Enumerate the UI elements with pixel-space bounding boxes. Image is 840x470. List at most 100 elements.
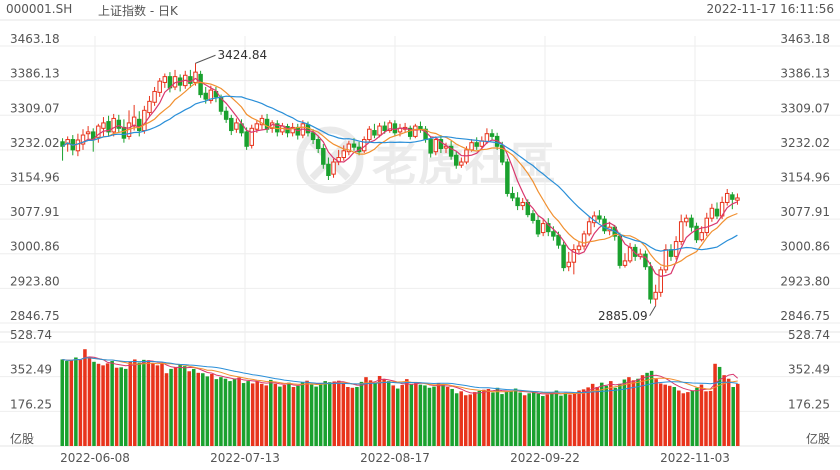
candle-body [198,73,203,96]
candle-body [581,233,587,247]
price-tick-label-right: 3077.91 [780,205,830,219]
volume-bar [604,385,609,446]
volume-bar [332,381,337,446]
volume-tick-label-right: 528.74 [788,328,830,342]
volume-bar [69,360,74,446]
volume-bar [658,383,663,446]
volume-bar [214,379,219,446]
candle-body [147,100,152,114]
candle-body [75,139,81,152]
volume-bar [273,383,278,446]
volume-bar [436,383,441,446]
candle-body [678,221,684,243]
volume-bar [559,395,563,446]
volume-bar [414,383,418,446]
volume-bar [726,378,731,446]
volume-bar [686,392,690,446]
x-tick-label: 2022-09-22 [510,451,580,465]
volume-bar [409,383,414,446]
candle-body [459,161,464,166]
volume-bar [509,390,513,446]
volume-bar [296,385,300,446]
ma10-line [62,81,738,267]
volume-tick-label-right: 176.25 [788,397,830,411]
candle-body [699,232,704,241]
candle-body [684,217,689,223]
annotation-label: 2885.09 [598,309,648,323]
candle-body [571,249,577,263]
volume-bar [654,379,658,446]
volume-bar [386,381,391,446]
volume-bar [142,359,146,446]
volume-tick-label-right: 352.49 [788,363,830,377]
volume-bar [169,368,173,446]
candle-body [500,144,505,163]
price-tick-label-left: 3232.02 [10,136,60,150]
price-tick-label-right: 2923.80 [780,274,830,288]
volume-bar [631,380,636,446]
candle-body [407,127,413,137]
candle-body [515,197,520,207]
volume-bar [482,389,486,446]
ma-lines [62,77,738,278]
candle-body [60,141,65,147]
volume-bar [278,386,282,446]
candle-body [106,121,111,133]
candle-body [484,133,490,143]
candle-body [162,76,168,83]
candle-body [331,161,336,175]
volume-bar [355,386,359,446]
volume-bar [554,390,559,446]
watermark: 老虎社區 [296,126,556,194]
volume-bar [618,383,622,446]
volume-bar [590,383,595,446]
volume-bar [427,387,432,446]
volume-bar [432,386,436,446]
price-tick-label-left: 3463.18 [10,32,60,46]
candle-body [392,123,398,134]
candle-body [689,217,694,228]
volume-bars [60,349,740,446]
candle-body [530,213,536,221]
candle-body [254,123,260,130]
candle-body [377,125,382,136]
volume-bar [128,361,133,446]
volume-bar [572,392,577,446]
volume-bar [146,360,151,446]
volume-bar [400,385,405,446]
price-tick-label-right: 3154.96 [780,171,830,185]
volume-bar [133,359,137,446]
volume-bar [681,393,686,446]
volume-ma20-line [62,357,738,394]
candle-body [418,126,423,130]
volume-bar [137,362,142,446]
candle-body [249,127,254,146]
volume-bar [518,392,522,446]
volume-bar [441,385,445,446]
volume-bar [595,386,599,446]
volume-bar [223,378,228,446]
candle-body [438,139,444,150]
candle-body [535,219,541,235]
candle-body [730,194,735,200]
candle-body [556,234,561,246]
volume-bar [65,361,69,446]
axis-labels: 3463.18 3463.18 3386.13 3386.13 3309.07 3309.… [10,32,830,465]
volume-unit-left: 亿股 [10,431,34,446]
candle-body [474,142,479,147]
candle-body [643,253,648,268]
volume-tick-label-left: 176.25 [10,397,52,411]
volume-bar [101,365,105,446]
x-tick-label: 2022-08-17 [360,451,430,465]
candle-body [223,110,229,120]
volume-bar [640,375,645,446]
candle-body [157,80,162,93]
price-tick-label-left: 2923.80 [10,274,60,288]
volume-bar [531,391,536,446]
volume-bar [323,381,327,446]
price-tick-label-right: 2846.75 [780,309,830,323]
candle-body [428,139,433,154]
candle-body [668,249,674,257]
volume-bar [160,362,164,446]
